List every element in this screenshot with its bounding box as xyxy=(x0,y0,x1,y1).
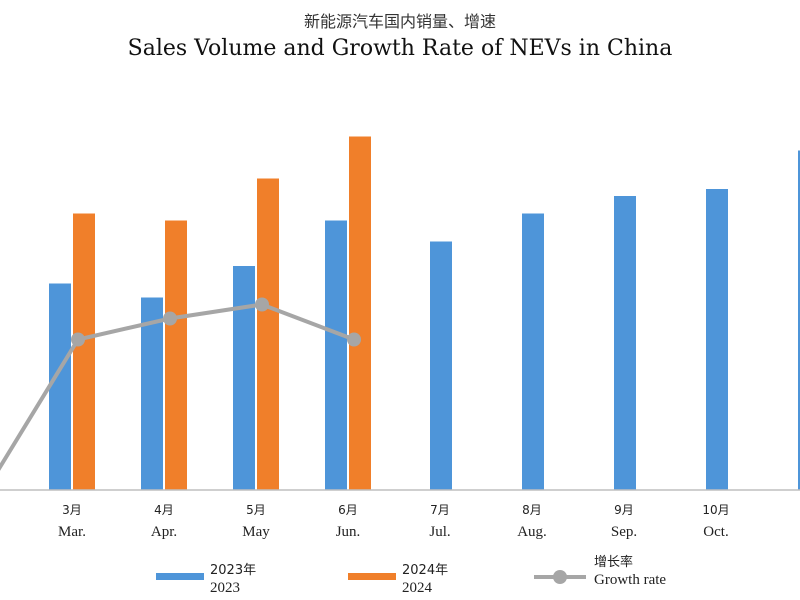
legend-swatch-marker xyxy=(553,570,567,584)
x-tick-cn-5: 7月 xyxy=(430,503,450,517)
x-tick-en-8: Oct. xyxy=(703,524,728,540)
legend-swatch-0 xyxy=(156,573,204,580)
bar-2024-4 xyxy=(349,136,371,490)
x-tick-cn-2: 4月 xyxy=(154,503,174,517)
bar-2023-3 xyxy=(233,266,255,490)
legend-label-cn-1: 2024年 xyxy=(402,563,448,578)
growth-rate-point-4 xyxy=(347,332,361,347)
x-tick-cn-4: 6月 xyxy=(338,503,358,517)
bar-2023-7 xyxy=(614,196,636,490)
x-tick-labels: 3月 Mar. 4月 Apr. 5月 May 6月 Jun. 7月 Jul. 8月 Aug. 9月 Sep… xyxy=(58,503,730,540)
x-tick-cn-1: 3月 xyxy=(62,503,82,517)
growth-line-layer xyxy=(0,297,361,471)
chart-title-cn: 新能源汽车国内销量、增速 xyxy=(303,12,496,31)
bar-2023-4 xyxy=(325,220,347,490)
x-tick-en-3: May xyxy=(242,524,270,540)
bar-2023-8 xyxy=(706,189,728,490)
legend-label-en-1: 2024 xyxy=(402,580,433,596)
growth-rate-point-3 xyxy=(255,297,269,312)
x-tick-en-7: Sep. xyxy=(611,524,637,540)
legend: 2023年 2023 2024年 2024 增长率 Growth rate xyxy=(156,554,666,596)
legend-label-cn-2: 增长率 xyxy=(594,554,633,570)
bar-2023-6 xyxy=(522,213,544,490)
growth-rate-point-2 xyxy=(163,311,177,326)
legend-swatch-1 xyxy=(348,573,396,580)
x-tick-en-4: Jun. xyxy=(336,524,361,540)
bar-2023-5 xyxy=(430,241,452,490)
bar-2023-2 xyxy=(141,297,163,490)
bars-layer xyxy=(49,136,800,490)
x-tick-cn-8: 10月 xyxy=(702,503,729,517)
x-tick-en-5: Jul. xyxy=(429,524,450,540)
x-tick-en-1: Mar. xyxy=(58,524,86,540)
x-tick-en-6: Aug. xyxy=(517,524,547,540)
bar-2024-2 xyxy=(165,220,187,490)
legend-label-en-0: 2023 xyxy=(210,580,240,596)
legend-label-cn-0: 2023年 xyxy=(210,563,256,578)
x-tick-en-2: Apr. xyxy=(151,524,177,540)
x-tick-cn-7: 9月 xyxy=(614,503,634,517)
chart-title-en: Sales Volume and Growth Rate of NEVs in … xyxy=(127,36,673,61)
bar-2024-3 xyxy=(257,178,279,490)
bar-2023-9 xyxy=(798,150,800,490)
growth-rate-point-1 xyxy=(71,332,85,347)
x-tick-cn-3: 5月 xyxy=(246,503,266,517)
legend-label-en-2: Growth rate xyxy=(594,572,666,588)
bar-2024-1 xyxy=(73,213,95,490)
x-tick-cn-6: 8月 xyxy=(522,503,542,517)
bar-2023-1 xyxy=(49,283,71,490)
